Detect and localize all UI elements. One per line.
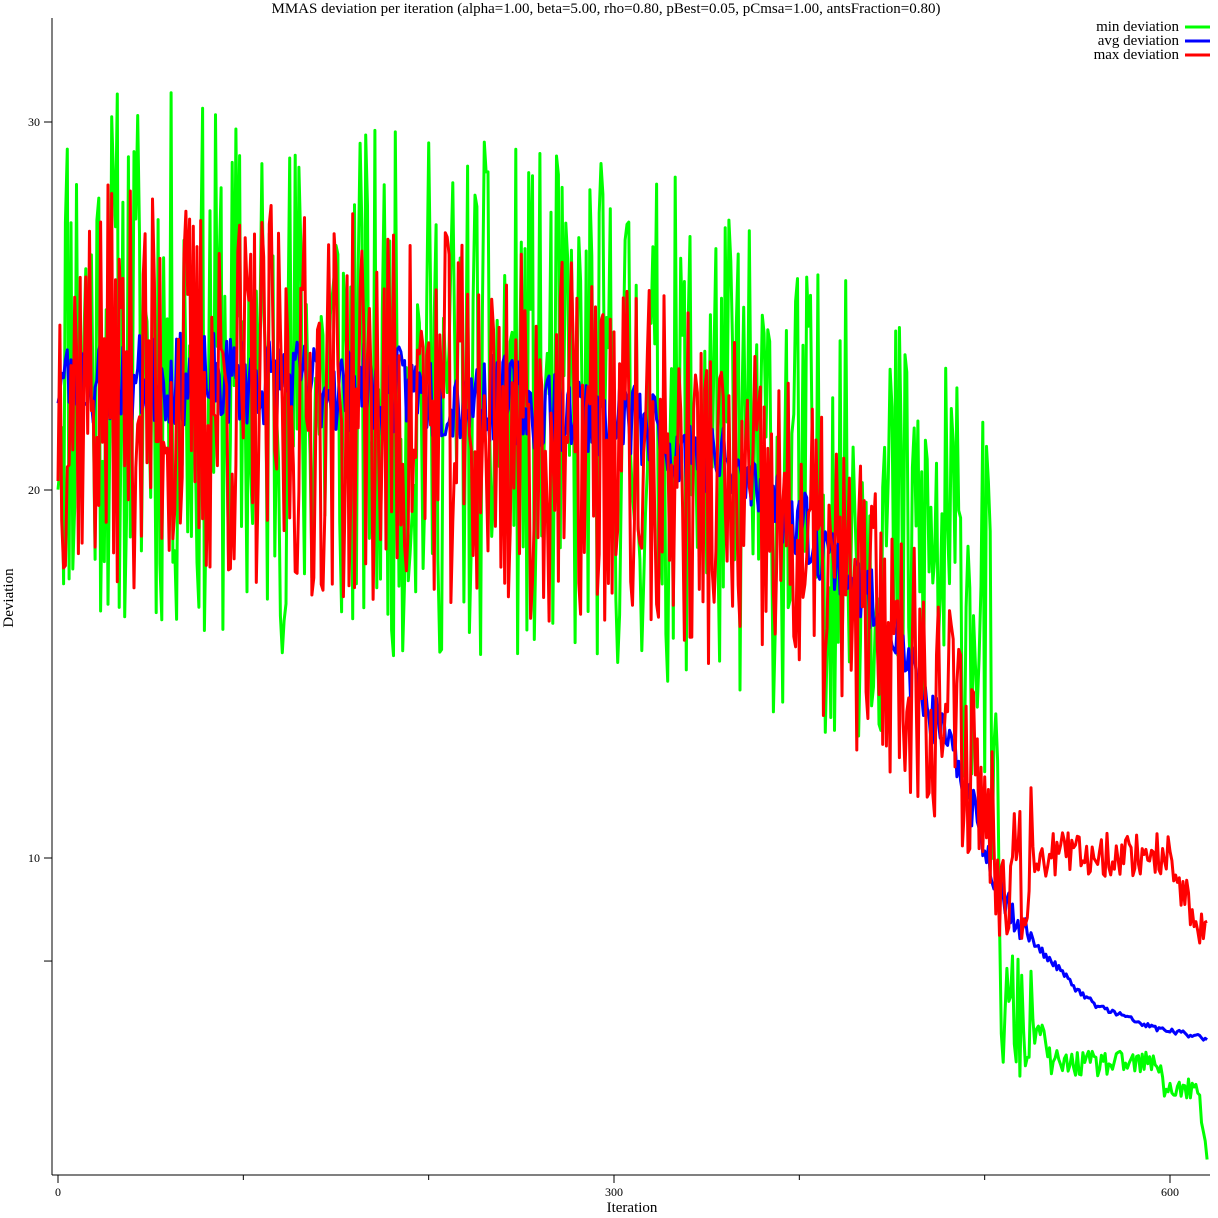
- x-tick-label: 300: [605, 1185, 623, 1199]
- legend-label-min-deviation: min deviation: [1096, 19, 1179, 35]
- y-tick-label: 30: [28, 115, 40, 129]
- legend-label-max-deviation: max deviation: [1094, 47, 1180, 63]
- legend-label-avg-deviation: avg deviation: [1098, 33, 1180, 49]
- series-line-avg-deviation: [56, 331, 1208, 1042]
- y-ticks: 10 20 30: [28, 115, 52, 962]
- x-ticks: 0 300 600: [55, 1175, 1179, 1199]
- series-layer: [56, 91, 1209, 1160]
- series-line-min-deviation: [56, 91, 1209, 1160]
- x-tick-label: 0: [55, 1185, 61, 1199]
- y-tick-label: 10: [28, 851, 40, 865]
- y-axis-title: Deviation: [1, 568, 17, 628]
- x-tick-label: 600: [1161, 1185, 1179, 1199]
- x-axis-title: Iteration: [607, 1200, 658, 1216]
- y-tick-label: 20: [28, 483, 40, 497]
- series-line-max-deviation: [56, 183, 1208, 945]
- chart-title: MMAS deviation per iteration (alpha=1.00…: [272, 1, 941, 17]
